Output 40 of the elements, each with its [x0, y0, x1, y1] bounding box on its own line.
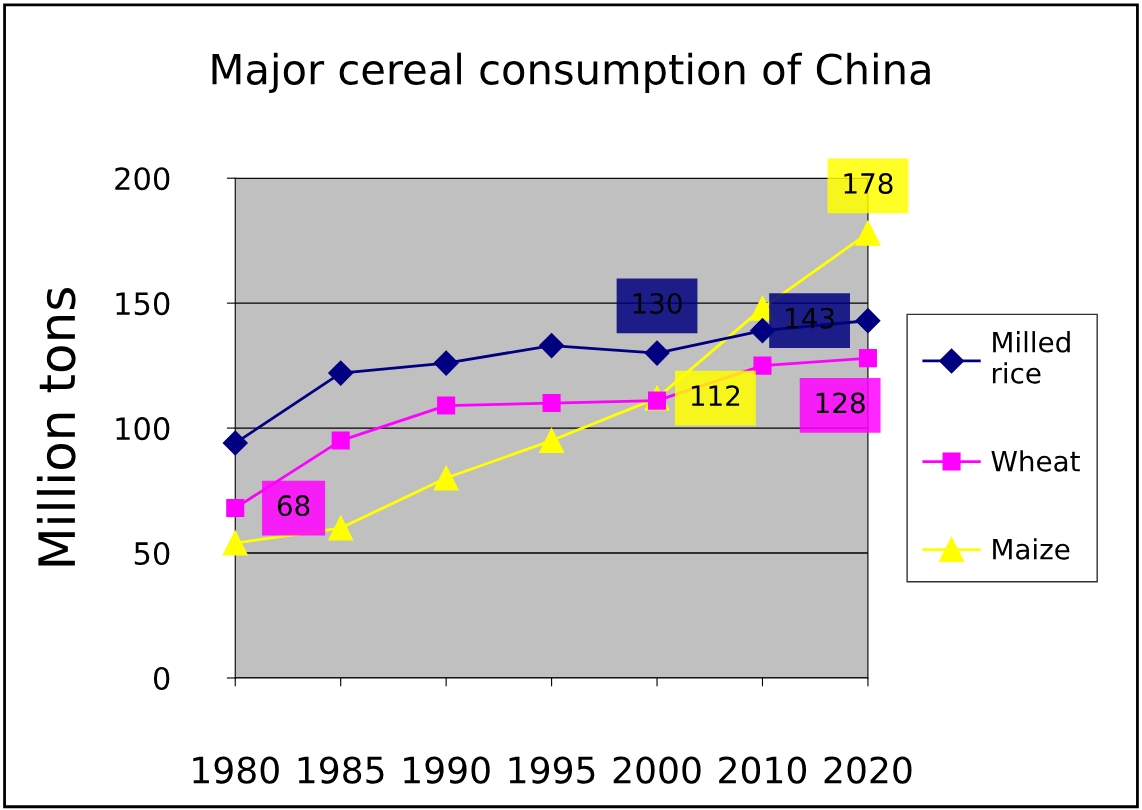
point [539, 428, 565, 454]
y-tick-label: 0 [153, 666, 170, 691]
y-tick-label: 150 [116, 292, 170, 316]
point [855, 308, 881, 334]
point [437, 396, 456, 415]
point [226, 499, 245, 518]
point [331, 431, 350, 450]
legend-label: Maize [993, 538, 1070, 560]
point [433, 350, 459, 376]
data-label: 128 [816, 392, 865, 414]
point [858, 349, 877, 368]
legend-label: Wheat [991, 450, 1080, 472]
point [542, 394, 561, 413]
data-label: 143 [786, 307, 834, 329]
point [328, 360, 354, 386]
y-axis-title: Million tons [36, 288, 76, 566]
point [855, 220, 881, 246]
point [539, 333, 565, 359]
point [222, 430, 248, 456]
point [328, 515, 354, 541]
data-label: 130 [633, 292, 682, 314]
data-label: 112 [691, 385, 740, 406]
y-tick-label: 100 [116, 417, 170, 441]
point [644, 340, 670, 366]
chart-title: Major cereal consumption of China [212, 52, 930, 93]
data-label: 178 [844, 173, 893, 195]
x-tick-label: 1990 [404, 756, 490, 784]
y-tick-label: 200 [115, 167, 170, 191]
x-tick-label: 1995 [509, 756, 595, 784]
data-label: 68 [277, 495, 310, 517]
x-tick-label: 1985 [298, 756, 384, 784]
point [222, 530, 248, 556]
x-tick-label: 2000 [613, 756, 701, 784]
x-tick-label: 2020 [824, 756, 912, 784]
point [433, 465, 459, 491]
point [753, 356, 772, 375]
y-tick-label: 50 [134, 541, 170, 566]
x-tick-label: 2010 [719, 756, 807, 784]
legend-label: Milled rice [992, 331, 1070, 384]
x-tick-label: 1980 [193, 756, 279, 784]
